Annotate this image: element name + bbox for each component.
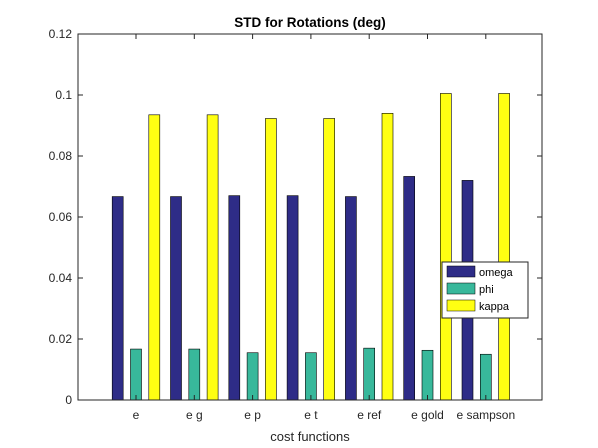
bar-omega-0 bbox=[111, 196, 124, 401]
legend: omega phi kappa bbox=[441, 261, 529, 319]
x-tick-label: e sampson bbox=[456, 408, 515, 422]
chart-title: STD for Rotations (deg) bbox=[234, 15, 386, 30]
x-tick-label: e ref bbox=[357, 408, 382, 422]
bar-phi-6 bbox=[479, 353, 492, 401]
x-axis-ticks: e e g e p e t e ref e gold e sampson bbox=[133, 34, 515, 422]
legend-swatch-kappa bbox=[446, 299, 476, 312]
bar-omega-3 bbox=[286, 195, 299, 401]
y-tick-label: 0.1 bbox=[55, 88, 72, 102]
bar-phi-2 bbox=[246, 352, 259, 401]
x-tick-label: e p bbox=[244, 408, 261, 422]
legend-swatch-phi bbox=[446, 282, 476, 295]
bar-kappa-0 bbox=[148, 114, 161, 401]
bar-omega-4 bbox=[345, 196, 357, 401]
bar-phi-5 bbox=[421, 349, 434, 401]
bar-phi-0 bbox=[130, 348, 142, 401]
bar-omega-5 bbox=[403, 176, 416, 401]
x-tick-label: e bbox=[133, 408, 140, 422]
bar-omega-1 bbox=[170, 196, 182, 401]
y-tick-label: 0 bbox=[65, 393, 72, 407]
bar-kappa-5 bbox=[439, 93, 452, 401]
legend-label-phi: phi bbox=[479, 284, 494, 296]
y-tick-label: 0.06 bbox=[49, 210, 73, 224]
x-tick-label: e gold bbox=[411, 408, 444, 422]
bar-kappa-6 bbox=[498, 93, 510, 401]
y-tick-label: 0.02 bbox=[49, 332, 73, 346]
x-tick-label: e g bbox=[186, 408, 203, 422]
y-axis-ticks: 0 0.02 0.04 0.06 0.08 0.1 0.12 bbox=[49, 27, 542, 407]
bar-phi-3 bbox=[305, 352, 317, 401]
bar-kappa-4 bbox=[381, 113, 394, 401]
bar-kappa-2 bbox=[265, 118, 277, 401]
legend-swatch-omega bbox=[446, 265, 476, 278]
legend-label-omega: omega bbox=[479, 267, 514, 279]
x-axis-label: cost functions bbox=[270, 429, 350, 444]
bar-kappa-1 bbox=[206, 114, 219, 401]
bar-phi-1 bbox=[188, 348, 201, 401]
y-tick-label: 0.04 bbox=[49, 271, 73, 285]
x-tick-label: e t bbox=[304, 408, 318, 422]
y-tick-label: 0.08 bbox=[49, 149, 73, 163]
legend-label-kappa: kappa bbox=[479, 301, 510, 313]
y-tick-label: 0.12 bbox=[49, 27, 73, 41]
bar-phi-4 bbox=[363, 347, 376, 401]
bar-kappa-3 bbox=[323, 118, 336, 401]
bar-omega-2 bbox=[228, 195, 241, 401]
